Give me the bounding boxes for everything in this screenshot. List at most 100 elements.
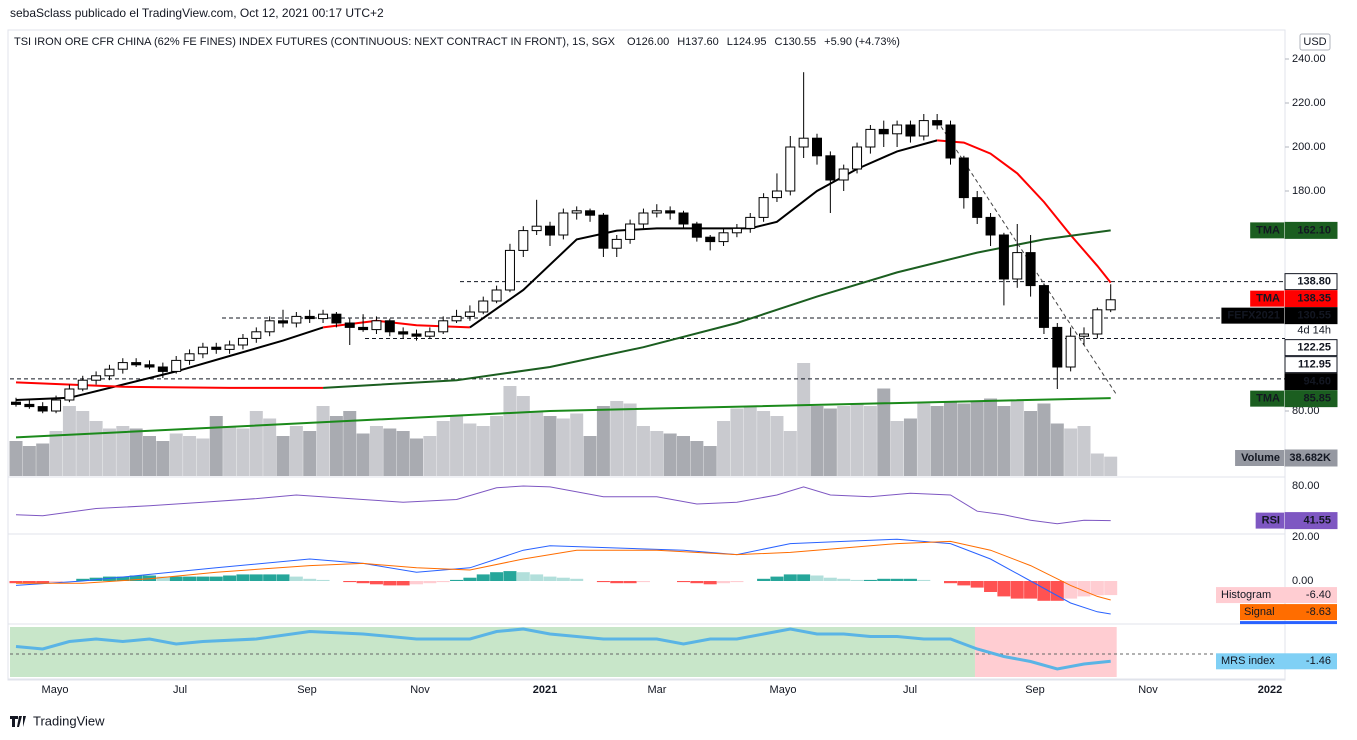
histogram-bar [463,577,477,581]
volume-bar [957,403,971,476]
candle-body [77,379,88,390]
volume-bar [490,416,504,476]
histogram-bar [730,581,744,583]
histogram-bar [543,576,557,581]
histogram-bar [984,581,998,592]
candle-body [237,337,248,346]
histogram-bar [1064,581,1078,599]
volume-bar [1077,426,1091,476]
price-label: 138.80 [1297,276,1331,288]
histogram-bar [863,579,877,581]
histogram-bar [503,571,517,581]
volume-bar [22,446,36,476]
volume-bar [436,421,450,476]
volume-bar [369,426,383,476]
candle-body [598,214,609,249]
volume-bar [503,386,517,476]
candle-body [531,225,542,232]
volume-bar [770,416,784,476]
volume-bar [863,406,877,476]
histogram-bar [1037,581,1051,601]
moving-average [937,139,1112,284]
candle-body [651,210,662,214]
candle-body [691,223,702,238]
histogram-bar [970,581,984,588]
histogram-bar [22,581,36,584]
volume-bar [143,436,156,476]
macd-tick-label: 20.00 [1292,531,1320,543]
candle-body [785,146,796,192]
ohlc-stat: +5.90 (+4.73%) [824,36,900,48]
histogram-label-box [1216,587,1337,604]
volume-bar [289,426,303,476]
volume-bar [476,426,490,476]
histogram-bar [596,581,610,583]
currency-box[interactable] [1299,33,1331,51]
histogram-bar [1090,581,1104,596]
x-tick-label: Jul [903,684,917,696]
candle-body [398,331,409,335]
histogram-bar [1024,581,1038,599]
price-label-name-box [1255,512,1284,529]
macd-marker [1240,621,1337,625]
histogram-bar [556,577,570,581]
volume-bar [677,436,690,476]
volume-bar [797,363,811,476]
histogram-bar [717,581,731,584]
volume-bar [102,428,116,476]
candle-body [878,128,889,135]
histogram-bar [249,574,263,581]
volume-bar [570,413,584,476]
symbol-title: TSI IRON ORE CFR CHINA (62% FE FINES) IN… [14,36,616,48]
volume-bar [249,411,263,476]
histogram-bar [944,581,957,584]
candle-body [1105,299,1116,311]
candle-body [1092,309,1103,335]
volume-bar [89,421,103,476]
histogram-bar [610,581,624,584]
candle-body [451,315,462,322]
histogram-bar [196,576,210,581]
brand: TradingView [33,713,105,728]
signal-label-name: Signal [1244,606,1275,618]
rsi-line [15,485,1111,525]
candle-body [838,168,849,181]
candle-body [264,320,275,333]
candle-body [171,359,182,372]
candle-body [117,362,128,370]
candle-body [144,364,155,368]
candle-body [224,344,235,350]
signal-label: -8.63 [1306,606,1331,618]
histogram-bar [156,576,170,581]
histogram-bar [369,581,383,585]
histogram-bar [890,578,904,581]
histogram-bar [236,574,250,581]
price-label: 112.95 [1298,359,1331,371]
candle-body [478,300,489,313]
price-label: 162.10 [1297,224,1331,236]
price-label: 85.85 [1303,393,1331,405]
volume-bar [116,426,130,476]
histogram-bar [570,578,584,581]
histogram-bar [783,574,797,581]
price-label-name-box [1250,222,1284,239]
candle-body [638,212,649,225]
histogram-bar [757,578,771,581]
volume-bar [997,406,1011,476]
volume-bar [610,401,624,476]
volume-bar [1050,423,1064,476]
candle-body [278,320,288,324]
currency[interactable]: USD [1303,36,1326,48]
histogram-bar [263,574,277,581]
candle-body [1052,326,1063,368]
price-label-box [1284,512,1338,530]
price-label-name: TMA [1256,293,1280,305]
x-tick-label: Nov [1138,684,1158,696]
candle-body [1079,333,1089,337]
volume-bar [1064,428,1078,476]
volume-bar [850,403,864,476]
price-label-box [1284,390,1338,408]
x-tick-label: Sep [1025,684,1045,696]
histogram-bar [490,572,504,581]
histogram-bar [877,578,891,581]
